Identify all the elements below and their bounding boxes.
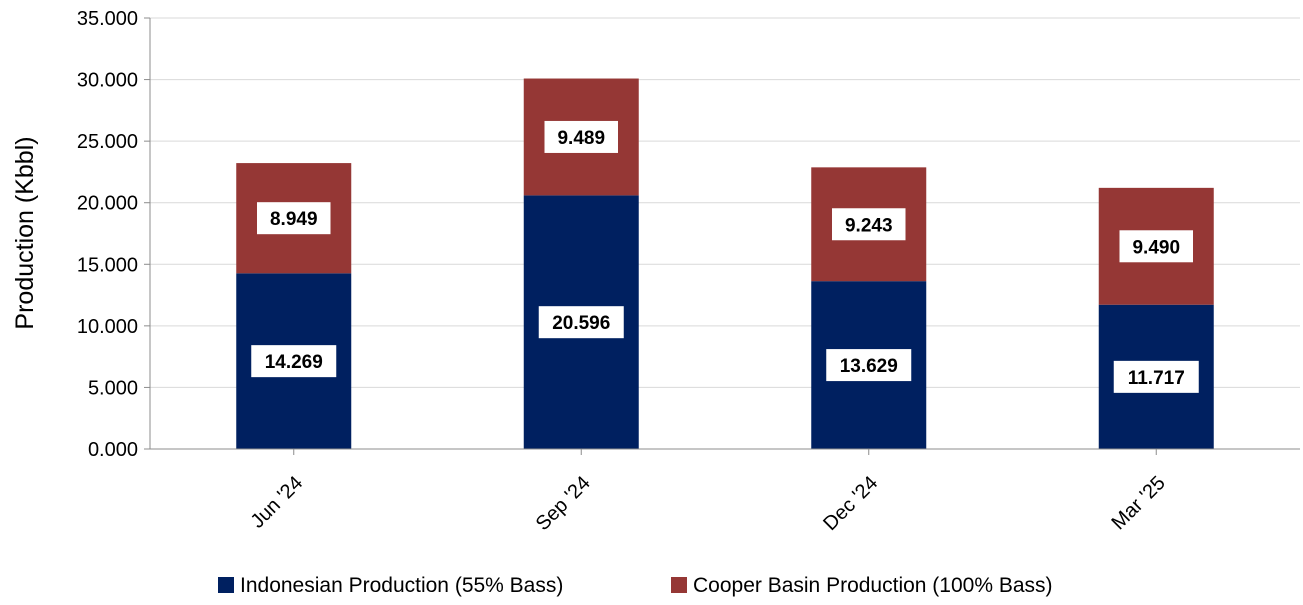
data-label-box <box>1113 360 1199 393</box>
y-tick-label: 30.000 <box>77 70 138 92</box>
x-tick-label: Dec '24 <box>819 472 882 535</box>
y-tick-label: 35.000 <box>77 8 138 30</box>
data-label-box <box>544 120 618 153</box>
legend-label: Cooper Basin Production (100% Bass) <box>693 574 1053 597</box>
x-axis-labels: Jun '24 Sep '24 Dec '24 Mar '25 <box>247 449 1170 535</box>
data-label: 9.489 <box>557 128 605 149</box>
x-tick-label: Sep '24 <box>532 472 595 535</box>
data-label: 9.243 <box>845 215 893 236</box>
legend-swatch <box>671 577 687 593</box>
data-label-box <box>1119 230 1193 263</box>
data-label-box <box>826 349 912 382</box>
data-labels: 14.269 8.949 20.596 9.489 13.629 9.243 11.717 9… <box>251 120 1199 393</box>
legend: Indonesian Production (55% Bass) Cooper B… <box>218 574 1053 597</box>
y-tick-label: 20.000 <box>77 193 138 215</box>
x-tick-label: Mar '25 <box>1108 472 1170 534</box>
legend-label: Indonesian Production (55% Bass) <box>240 574 563 597</box>
y-tick-label: 10.000 <box>77 316 138 338</box>
data-label-box <box>832 208 906 241</box>
data-label-box <box>538 306 624 339</box>
data-label: 8.949 <box>270 209 318 230</box>
legend-swatch <box>218 577 234 593</box>
data-label-box <box>251 345 337 378</box>
data-label-box <box>257 202 331 235</box>
data-label: 13.629 <box>840 356 898 377</box>
data-label: 11.717 <box>1128 368 1185 389</box>
data-label: 9.490 <box>1132 237 1180 258</box>
y-tick-label: 15.000 <box>77 254 138 276</box>
y-tick-label: 25.000 <box>77 131 138 153</box>
y-tick-label: 0.000 <box>88 439 138 461</box>
x-tick-label: Jun '24 <box>247 472 308 533</box>
bars <box>236 78 1214 449</box>
data-label: 14.269 <box>265 352 323 373</box>
y-axis-title: Production (Kbbl) <box>11 136 39 329</box>
y-axis-ticks: 0.000 5.000 10.000 15.000 20.000 25.000 30.000… <box>77 8 150 461</box>
data-label: 20.596 <box>552 313 610 334</box>
y-tick-label: 5.000 <box>88 377 138 399</box>
